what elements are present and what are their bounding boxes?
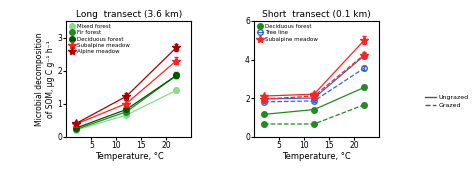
Title: Long  transect (3.6 km): Long transect (3.6 km)	[76, 10, 182, 19]
Legend: Mixed forest, Fir forest, Deciduous forest, Subalpine meadow, Alpine meadow: Mixed forest, Fir forest, Deciduous fore…	[69, 24, 130, 54]
Legend: Deciduous forest, Tree line, Subalpine meadow: Deciduous forest, Tree line, Subalpine m…	[257, 24, 318, 42]
X-axis label: Temperature, °C: Temperature, °C	[94, 152, 164, 162]
Legend: Ungrazed, Grazed: Ungrazed, Grazed	[422, 92, 471, 111]
Title: Short  transect (0.1 km): Short transect (0.1 km)	[262, 10, 371, 19]
X-axis label: Temperature, °C: Temperature, °C	[282, 152, 351, 162]
Y-axis label: Microbial decomposition
of SOM, μg C g⁻¹ h⁻¹: Microbial decomposition of SOM, μg C g⁻¹…	[35, 32, 55, 125]
